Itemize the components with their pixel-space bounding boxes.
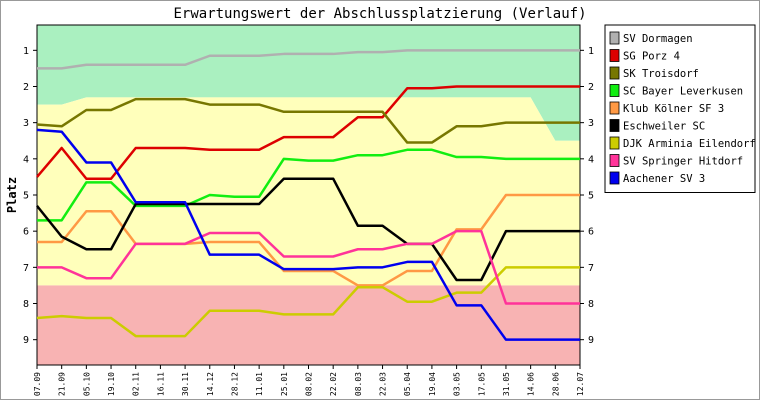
legend-label: Eschweiler SC bbox=[623, 121, 705, 133]
y-tick-label: 4 bbox=[23, 154, 29, 165]
x-tick-label: 05.04 bbox=[403, 372, 412, 396]
y-tick-label: 3 bbox=[23, 118, 29, 129]
series-line bbox=[37, 148, 580, 222]
legend-swatch bbox=[609, 49, 620, 62]
legend-swatch bbox=[609, 171, 620, 185]
x-tick-label: 31.05 bbox=[502, 372, 511, 396]
x-tick-label: 30.11 bbox=[181, 372, 190, 396]
x-tick-label: 21.09 bbox=[58, 372, 67, 396]
y-tick-label: 1 bbox=[23, 46, 29, 57]
legend-label: SC Bayer Leverkusen bbox=[623, 86, 743, 98]
legend-swatch bbox=[609, 66, 620, 80]
y-tick-label-right: 6 bbox=[588, 227, 594, 238]
series-line bbox=[36, 177, 580, 282]
y-tick-label-right: 8 bbox=[588, 299, 594, 310]
x-tick-label: 08.02 bbox=[305, 372, 314, 396]
zone-promotion bbox=[37, 25, 580, 141]
x-tick-label: 25.01 bbox=[280, 372, 289, 396]
x-tick-label: 16.11 bbox=[156, 372, 165, 396]
y-tick-label-right: 3 bbox=[588, 118, 594, 129]
legend-label: SV Dormagen bbox=[623, 33, 693, 45]
legend-label: SV Springer Hitdorf bbox=[623, 156, 743, 168]
x-tick-label: 08.03 bbox=[354, 372, 363, 396]
x-tick-label: 28.06 bbox=[551, 372, 560, 396]
legend-swatch bbox=[609, 31, 620, 45]
x-tick-label: 22.03 bbox=[379, 372, 388, 396]
x-tick-label: 22.02 bbox=[329, 372, 338, 396]
y-tick-label-right: 2 bbox=[588, 82, 594, 93]
series-line bbox=[37, 229, 580, 305]
legend-label: Klub Kölner SF 3 bbox=[623, 103, 724, 115]
y-tick-label-right: 4 bbox=[588, 154, 594, 165]
y-tick-label: 5 bbox=[23, 191, 29, 202]
x-tick-label: 19.04 bbox=[428, 372, 437, 396]
x-tick-label: 02.11 bbox=[132, 372, 141, 396]
y-tick-label-right: 9 bbox=[588, 335, 594, 346]
legend-swatch bbox=[609, 84, 620, 97]
series-line bbox=[37, 49, 580, 70]
x-tick-label: 11.01 bbox=[255, 372, 264, 396]
series-line bbox=[36, 266, 580, 338]
x-tick-label: 28.12 bbox=[230, 372, 239, 396]
legend-swatch bbox=[609, 101, 620, 115]
x-tick-label: 03.05 bbox=[453, 372, 462, 396]
y-tick-label: 9 bbox=[23, 335, 29, 346]
y-tick-label: 6 bbox=[23, 227, 29, 238]
legend-swatch bbox=[609, 119, 620, 132]
x-tick-label: 17.05 bbox=[477, 372, 486, 396]
zone-relegation bbox=[37, 285, 580, 365]
y-tick-label-right: 1 bbox=[588, 46, 594, 57]
series-line bbox=[36, 97, 580, 144]
legend-box bbox=[604, 24, 756, 193]
legend-swatch bbox=[609, 154, 620, 167]
legend-label: DJK Arminia Eilendorf bbox=[623, 138, 756, 150]
x-tick-label: 14.12 bbox=[206, 372, 215, 396]
x-tick-label: 12.07 bbox=[576, 372, 585, 396]
y-tick-label: 8 bbox=[23, 299, 29, 310]
legend-label: SK Troisdorf bbox=[623, 68, 699, 80]
legend-swatch bbox=[609, 136, 620, 150]
x-tick-label: 14.06 bbox=[527, 372, 536, 396]
legend-label: Aachener SV 3 bbox=[623, 173, 705, 185]
y-tick-label: 7 bbox=[23, 263, 29, 274]
chart-title: Erwartungswert der Abschlussplatzierung … bbox=[173, 6, 586, 22]
legend-label: SG Porz 4 bbox=[623, 51, 680, 63]
y-tick-label-right: 7 bbox=[588, 263, 594, 274]
x-tick-label: 19.10 bbox=[107, 372, 116, 396]
series-line bbox=[36, 85, 580, 180]
y-axis-label: Platz bbox=[5, 177, 19, 213]
x-tick-label: 07.09 bbox=[33, 372, 42, 396]
x-tick-label: 05.10 bbox=[82, 372, 91, 396]
series-line bbox=[37, 193, 580, 287]
y-tick-label-right: 5 bbox=[588, 191, 594, 202]
y-tick-label: 2 bbox=[23, 82, 29, 93]
series-line bbox=[36, 128, 580, 341]
